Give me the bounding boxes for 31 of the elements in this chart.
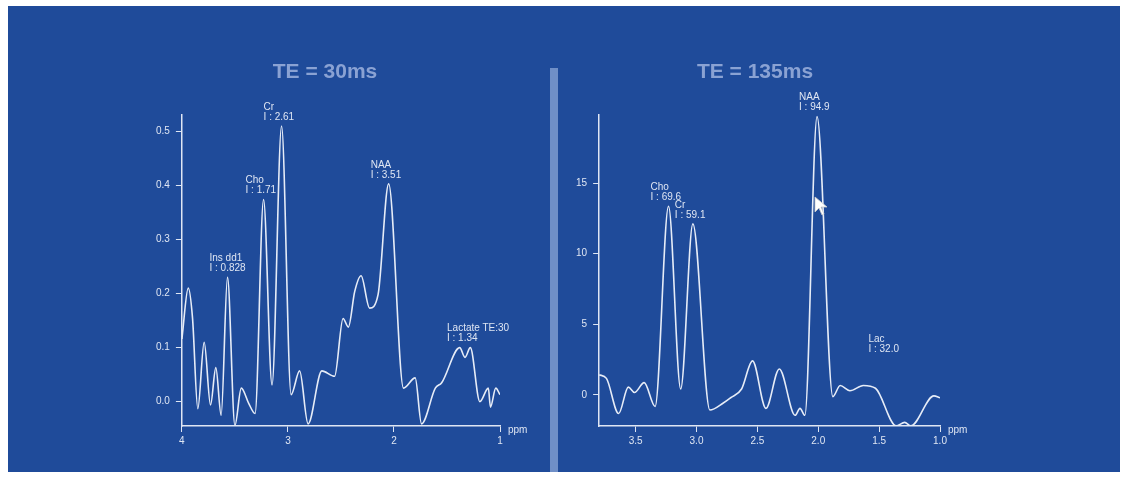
x-axis-title: ppm (948, 423, 968, 435)
y-tick-label: 5 (581, 318, 588, 330)
y-tick-label: 0.0 (156, 395, 171, 407)
x-tick-label: 2.0 (811, 434, 826, 446)
annotation: Lactate TE:30 I : 1.34 (447, 322, 510, 344)
x-tick-label: 4 (179, 434, 186, 446)
y-tick-label: 0.3 (156, 233, 171, 245)
y-tick-label: 0.1 (156, 341, 171, 353)
annotation: Cho I : 1.71 (245, 174, 277, 196)
annotation: NAA I : 94.9 (799, 91, 831, 113)
x-tick-label: 1.5 (872, 434, 887, 446)
y-tick-label: 0 (581, 388, 588, 400)
x-tick-label: 2.5 (750, 434, 765, 446)
y-tick-label: 10 (576, 247, 588, 259)
x-tick-label: 3.5 (628, 434, 644, 446)
x-tick-label: 3.0 (689, 434, 704, 446)
x-tick-label: 1.0 (933, 434, 948, 446)
annotation: Ins dd1 I : 0.828 (209, 252, 247, 274)
chart-title: TE = 135ms (696, 59, 814, 83)
chart-title: TE = 30ms (272, 59, 378, 83)
annotation: Cr I : 2.61 (263, 100, 295, 122)
x-axis-title: ppm (508, 423, 528, 435)
x-tick-label: 3 (285, 434, 292, 446)
annotation: NAA I : 3.51 (370, 158, 402, 180)
y-tick-label: 15 (576, 176, 588, 188)
y-tick-label: 0.4 (156, 179, 171, 191)
y-tick-label: 0.5 (156, 125, 171, 137)
annotation: Lac I : 32.0 (868, 333, 900, 355)
x-tick-label: 1 (497, 434, 504, 446)
x-tick-label: 2 (391, 434, 398, 446)
y-tick-label: 0.2 (156, 287, 171, 299)
